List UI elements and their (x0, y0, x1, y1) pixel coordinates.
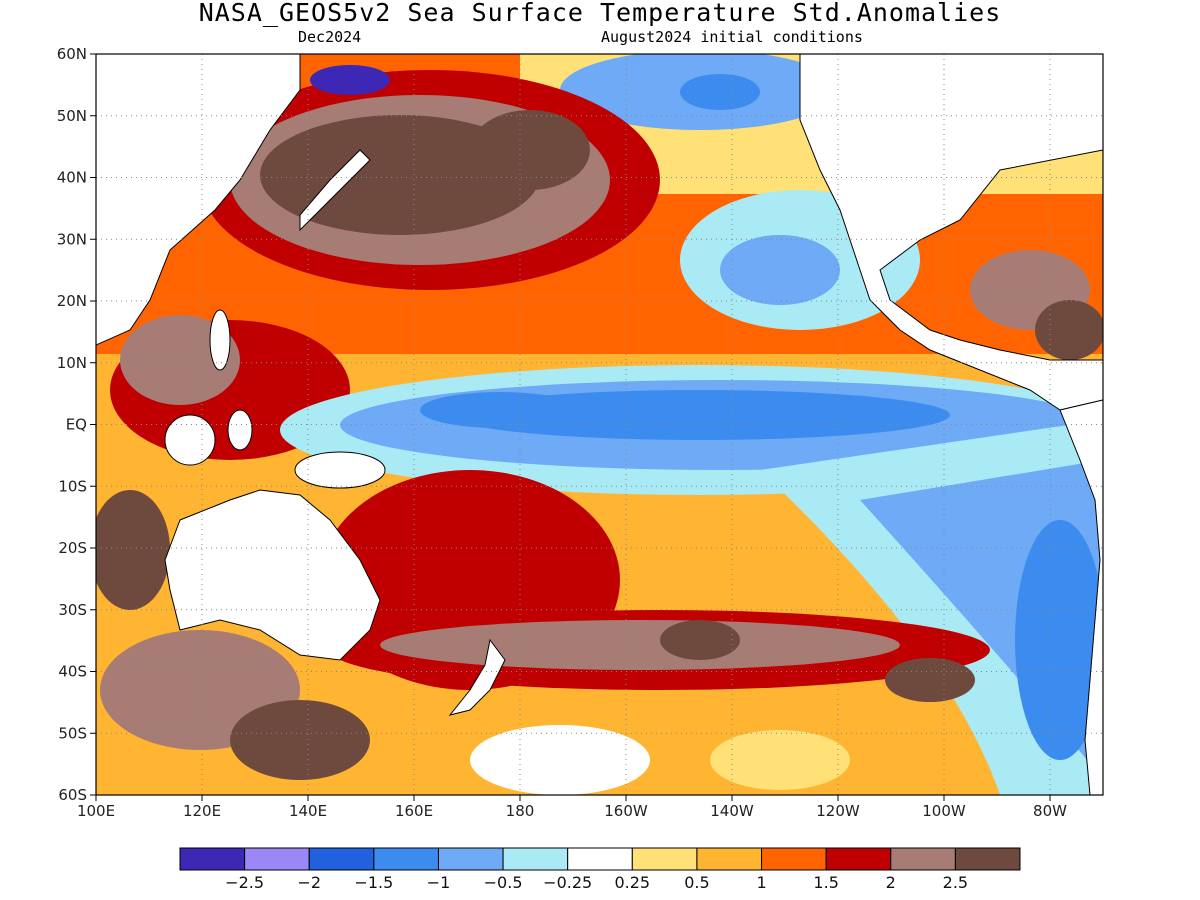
lat-tick-label: 40S (58, 663, 87, 681)
colorbar-swatch (568, 848, 633, 870)
lat-tick-label: 30N (57, 230, 87, 248)
colorbar-swatch (309, 848, 374, 870)
lat-tick-label: 40N (57, 169, 87, 187)
lat-tick-label: 60N (57, 45, 87, 63)
colorbar-swatch (632, 848, 697, 870)
colorbar-swatch (374, 848, 439, 870)
lon-tick-label: 160E (395, 802, 433, 820)
lon-tick-label: 120E (183, 802, 221, 820)
colorbar-label: −2 (297, 873, 321, 892)
colorbar-swatch (180, 848, 245, 870)
colorbar-label: 1.5 (813, 873, 838, 892)
colorbar-swatch (762, 848, 827, 870)
colorbar-label: 2.5 (943, 873, 968, 892)
colorbar-label: −0.25 (543, 873, 592, 892)
lon-tick-label: 180 (506, 802, 535, 820)
lon-tick-label: 140E (289, 802, 327, 820)
colorbar-swatch (245, 848, 310, 870)
colorbar-swatch (826, 848, 891, 870)
map-title: NASA_GEOS5v2 Sea Surface Temperature Std… (0, 0, 1200, 27)
colorbar-swatch (697, 848, 762, 870)
lon-tick-label: 80W (1033, 802, 1067, 820)
lat-tick-label: 20N (57, 292, 87, 310)
colorbar-swatch (438, 848, 503, 870)
colorbar-label: 0.5 (684, 873, 709, 892)
colorbar-label: −0.5 (484, 873, 523, 892)
longitude-axis: 100E 120E 140E 160E 180 160W 140W 120W 100W 80W (77, 795, 1067, 820)
lat-tick-label: 30S (58, 601, 87, 619)
colorbar-label: −1 (427, 873, 451, 892)
initial-conditions: August2024 initial conditions (601, 28, 863, 46)
colorbar: −2.5 −2 −1.5 −1 −0.5 −0.25 0.25 0.5 1 1.5 2 2.5 (180, 848, 1020, 892)
lat-tick-label: 50S (58, 724, 87, 742)
colorbar-label: 0.25 (614, 873, 650, 892)
lat-tick-label: 10N (57, 354, 87, 372)
lat-tick-label: 50N (57, 107, 87, 125)
lon-tick-label: 140W (710, 802, 754, 820)
colorbar-swatch (503, 848, 568, 870)
lat-tick-label: 10S (58, 477, 87, 495)
colorbar-swatch (891, 848, 956, 870)
colorbar-label: 2 (886, 873, 896, 892)
lat-tick-label: 20S (58, 539, 87, 557)
colorbar-swatch (955, 848, 1020, 870)
anomaly-field (90, 50, 1120, 795)
lon-tick-label: 100W (922, 802, 966, 820)
colorbar-label: −2.5 (225, 873, 264, 892)
colorbar-label: 1 (756, 873, 766, 892)
colorbar-label: −1.5 (354, 873, 393, 892)
lat-tick-label: EQ (66, 416, 87, 434)
lon-tick-label: 120W (816, 802, 860, 820)
forecast-month: Dec2024 (298, 28, 361, 46)
lon-tick-label: 160W (604, 802, 648, 820)
lon-tick-label: 100E (77, 802, 115, 820)
